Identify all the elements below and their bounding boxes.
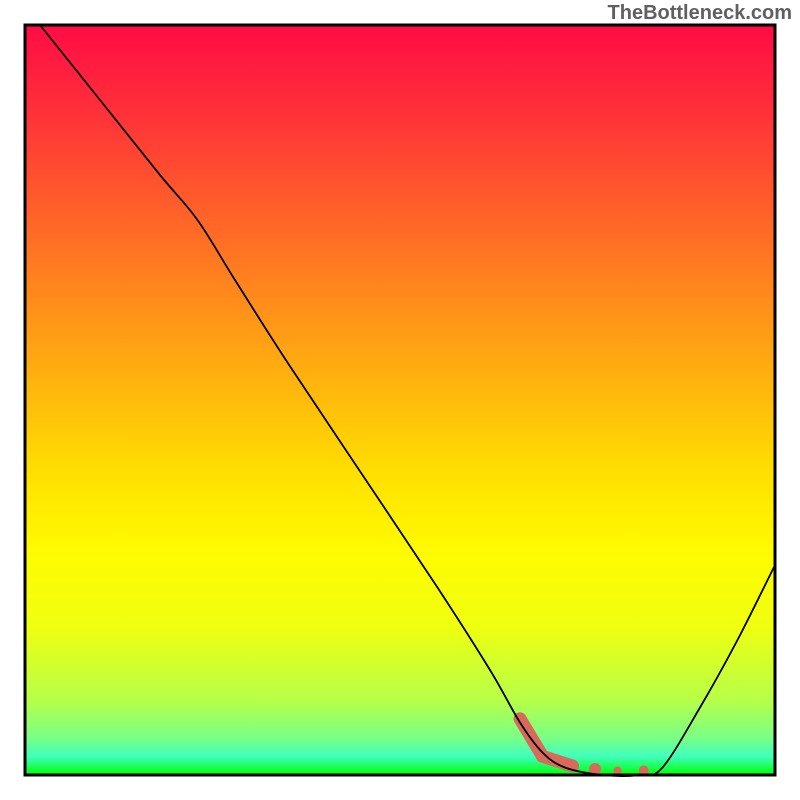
chart-container: TheBottleneck.com — [0, 0, 800, 800]
gradient-background — [25, 25, 775, 775]
chart-svg — [0, 0, 800, 800]
highlight-dot — [614, 767, 622, 775]
